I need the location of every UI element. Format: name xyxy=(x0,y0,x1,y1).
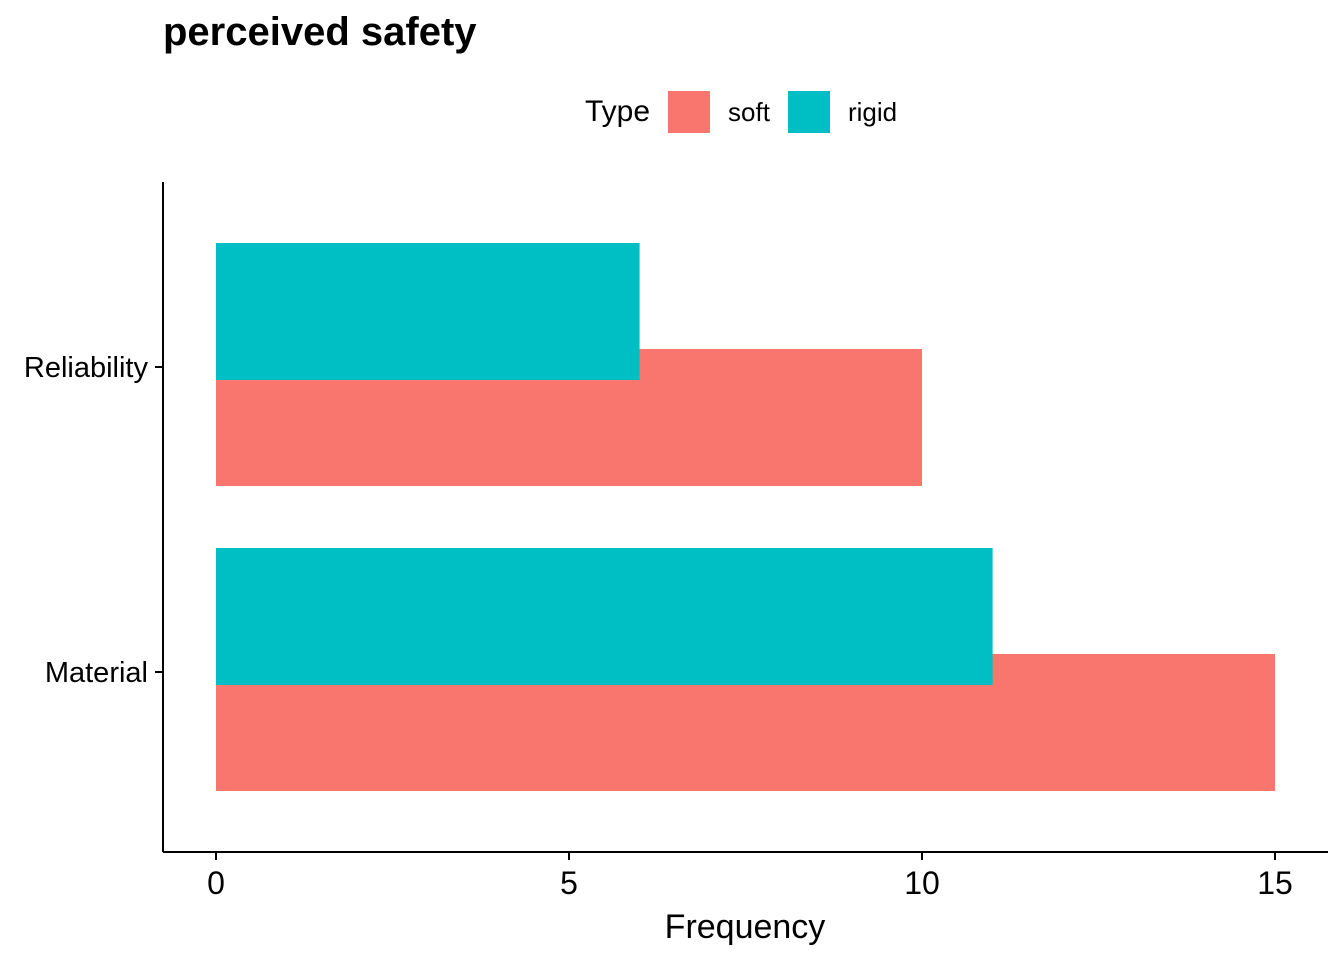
legend-key-soft xyxy=(668,91,711,133)
x-ticks: 0 5 10 15 xyxy=(207,852,1293,901)
x-tick-label: 10 xyxy=(904,865,940,901)
x-tick-label: 15 xyxy=(1257,865,1293,901)
legend: Type soft rigid xyxy=(585,90,915,134)
bar-rigid-material xyxy=(216,548,993,685)
legend-item-rigid: rigid xyxy=(787,91,898,133)
legend-label-soft: soft xyxy=(728,96,770,127)
y-tick-label-reliability: Reliability xyxy=(24,352,149,384)
legend-title: Type xyxy=(585,95,651,128)
y-ticks: Material Reliability xyxy=(24,352,163,689)
x-axis-title: Frequency xyxy=(665,908,826,946)
legend-key-rigid xyxy=(787,91,830,133)
x-tick-label: 5 xyxy=(560,865,578,901)
y-tick-label-material: Material xyxy=(45,657,148,689)
legend-item-soft: soft xyxy=(668,91,770,133)
x-tick-label: 0 xyxy=(207,865,225,901)
legend-label-rigid: rigid xyxy=(847,96,898,127)
bar-rigid-reliability xyxy=(216,243,640,380)
bars-layer xyxy=(216,243,1275,791)
chart-title: perceived safety xyxy=(163,10,477,54)
